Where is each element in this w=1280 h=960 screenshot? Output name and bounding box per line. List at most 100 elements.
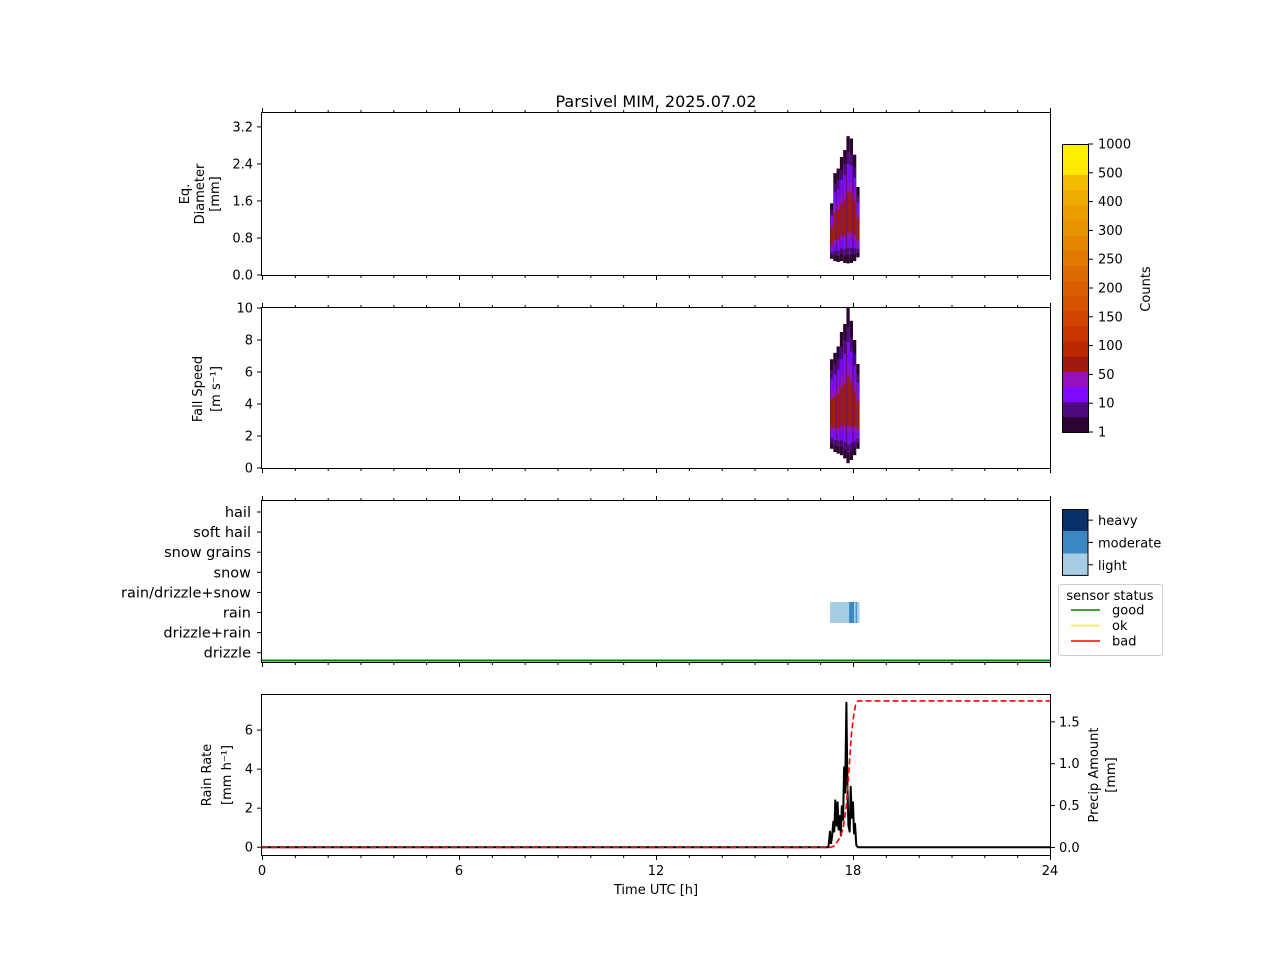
- fall-speed-ylabel-line2: [m s⁻¹]: [209, 366, 224, 412]
- colorbar-cell: [1063, 204, 1088, 221]
- diameter-cell: [850, 193, 853, 233]
- intensity-swatch-moderate: [1062, 531, 1088, 554]
- rain-rate-series: [262, 701, 1050, 849]
- colorbar-cell: [1063, 325, 1088, 342]
- colorbar-tick-label: 1000: [1098, 138, 1131, 153]
- precip-event-light: [853, 602, 856, 623]
- rain-rate-ytick-label: 0: [245, 841, 253, 856]
- colorbar-cell: [1063, 234, 1088, 251]
- diameter-cell: [836, 209, 840, 240]
- fall-speed-cell: [833, 396, 837, 428]
- colorbar-tick-label: 250: [1098, 253, 1123, 268]
- intensity-label-light: light: [1098, 559, 1127, 574]
- fall-speed-cell: [856, 401, 860, 429]
- colorbar-cell: [1063, 265, 1088, 281]
- diameter-ytick-label: 0.0: [232, 269, 253, 284]
- fall-speed-ytick-label: 2: [245, 430, 253, 445]
- precip-amount-ytick-label: 0.5: [1059, 799, 1080, 814]
- colorbar-cell: [1063, 280, 1088, 297]
- precip-type-label-hail: hail: [225, 505, 251, 521]
- colorbar-cell: [1063, 356, 1088, 372]
- precip-type-label-rain-drizzle-snow: rain/drizzle+snow: [121, 585, 251, 601]
- precip-amount-y-ticks-right: 0.0 0.5 1.0 1.5: [1050, 715, 1080, 856]
- fall-speed-cell: [846, 376, 850, 426]
- diameter-ytick-label: 2.4: [232, 157, 253, 172]
- diameter-cell: [843, 199, 847, 236]
- colorbar-cell: [1063, 250, 1088, 266]
- colorbar-tick-label: 200: [1098, 282, 1123, 297]
- x-axis-label: Time UTC [h]: [613, 883, 698, 898]
- precip-event-moderate: [849, 602, 854, 623]
- diameter-ytick-label: 0.8: [232, 231, 253, 246]
- rain-rate-x-ticks: 0 6 12 18 24: [258, 855, 1058, 879]
- diameter-y-ticks: 0.0 0.8 1.6 2.4 3.2: [232, 120, 262, 284]
- status-label-good: good: [1112, 604, 1144, 619]
- colorbar-cell: [1063, 341, 1088, 357]
- precip-type-y-ticks: hail soft hail snow grains snow rain/drizzle…: [121, 505, 262, 662]
- rain-rate-axes-frame: [261, 694, 1051, 856]
- rain-rate-ytick-label: 6: [245, 724, 253, 739]
- precip-type-axes-frame: [261, 500, 1051, 663]
- precip-event-moderate: [855, 602, 857, 623]
- fall-speed-cell: [836, 393, 840, 428]
- colorbar-tick-label: 150: [1098, 310, 1123, 325]
- fall-speed-ytick-label: 6: [245, 366, 253, 381]
- rain-rate-xtick-label: 24: [1042, 864, 1059, 879]
- colorbar-cell: [1063, 386, 1088, 403]
- fall-speed-cell: [843, 383, 847, 426]
- intensity-swatch-light: [1062, 553, 1088, 576]
- rain-rate-ylabel-line2: [mm h⁻¹]: [220, 745, 235, 805]
- colorbar-tick-label: 300: [1098, 224, 1123, 239]
- fall-speed-ytick-label: 8: [245, 334, 253, 349]
- rain-rate-xtick-label: 6: [455, 864, 463, 879]
- precip-amount-series: [262, 700, 1050, 849]
- precip-type-label-snow-grains: snow grains: [164, 545, 251, 561]
- precip-event-light: [830, 602, 850, 623]
- diameter-ytick-label: 1.6: [232, 194, 253, 209]
- colorbar-cell: [1063, 159, 1088, 175]
- fall-speed-ytick-label: 10: [236, 302, 253, 317]
- status-label-bad: bad: [1112, 635, 1136, 650]
- diameter-x-ticks: [262, 108, 1051, 280]
- colorbar-cell: [1063, 310, 1088, 327]
- precip-type-x-ticks: [262, 496, 1051, 667]
- status-label-ok: ok: [1112, 619, 1128, 634]
- diameter-ytick-label: 3.2: [232, 120, 253, 135]
- intensity-swatch-heavy: [1062, 509, 1088, 532]
- intensity-legend: heavy moderate light: [1062, 509, 1161, 576]
- intensity-label-heavy: heavy: [1098, 514, 1138, 529]
- fall-speed-cell: [853, 390, 856, 428]
- intensity-legend-frame: [1062, 509, 1089, 576]
- diameter-ylabel-line3: [mm]: [208, 176, 223, 211]
- colorbar-ticks: 1 10 50 100 150 200 250 300 400 500 1000: [1088, 138, 1131, 441]
- colorbar-cell: [1063, 174, 1088, 190]
- rain-rate-ytick-label: 2: [245, 802, 253, 817]
- colorbar-tick-label: 400: [1098, 195, 1123, 210]
- colorbar-cells: [1063, 144, 1088, 433]
- colorbar-cell: [1063, 189, 1088, 206]
- colorbar-tick-label: 1: [1098, 426, 1106, 441]
- status-legend-box: [1058, 584, 1163, 656]
- precip-type-label-drizzle: drizzle: [204, 646, 251, 662]
- rain-rate-xtick-label: 18: [845, 864, 862, 879]
- colorbar-tick-label: 500: [1098, 166, 1123, 181]
- precip-type-label-rain: rain: [223, 606, 251, 622]
- colorbar-cell: [1063, 219, 1088, 236]
- precip-type-label-drizzle-rain: drizzle+rain: [163, 626, 251, 642]
- precip-type-panel: hail soft hail snow grains snow rain/drizzle…: [121, 496, 1051, 667]
- diameter-ylabel-line1: Eq.: [178, 184, 193, 205]
- precip-amount-ylabel-line2: [mm]: [1104, 757, 1119, 792]
- rain-rate-xtick-label: 12: [648, 864, 665, 879]
- colorbar-cell: [1063, 401, 1088, 418]
- rain-rate-lines: [262, 700, 1050, 849]
- precip-amount-ytick-label: 0.0: [1059, 841, 1080, 856]
- intensity-label-moderate: moderate: [1098, 536, 1161, 551]
- colorbar-cell: [1063, 144, 1088, 160]
- fall-speed-cell: [830, 398, 833, 428]
- diameter-cell: [846, 192, 850, 233]
- diameter-cell: [840, 202, 843, 236]
- diameter-cell: [833, 211, 837, 240]
